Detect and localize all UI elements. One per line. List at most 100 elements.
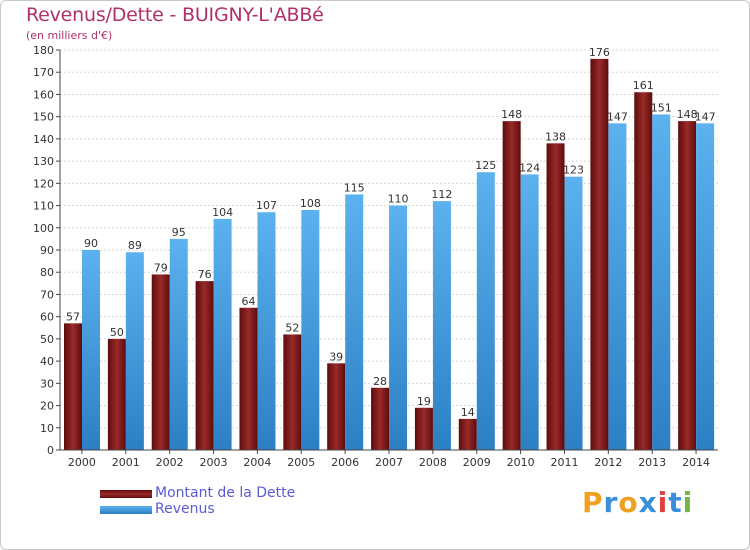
bar-debt (195, 281, 214, 450)
y-tick-label: 130 (33, 155, 54, 168)
bar-debt (502, 121, 521, 450)
data-label-revenus: 123 (563, 164, 584, 177)
x-tick-label: 2012 (594, 456, 622, 469)
bar-revenus (345, 194, 364, 450)
x-tick-label: 2011 (550, 456, 578, 469)
y-tick-label: 150 (33, 111, 54, 124)
data-label-revenus: 90 (84, 237, 98, 250)
chart-subtitle: (en milliers d'€) (26, 29, 113, 42)
logo-letter: i (682, 486, 694, 519)
data-label-revenus: 115 (344, 181, 365, 194)
data-label-revenus: 110 (388, 193, 409, 206)
x-tick-label: 2010 (507, 456, 535, 469)
data-label-debt: 64 (241, 295, 255, 308)
x-tick-label: 2013 (638, 456, 666, 469)
data-label-debt: 19 (417, 395, 431, 408)
bar-debt (151, 274, 170, 450)
bar-revenus (213, 218, 232, 450)
data-label-debt: 138 (545, 130, 566, 143)
bar-revenus (82, 250, 100, 450)
y-tick-label: 140 (33, 133, 54, 146)
data-label-revenus: 124 (519, 161, 540, 174)
bar-revenus (432, 201, 451, 450)
y-tick-label: 30 (40, 377, 54, 390)
y-tick-label: 180 (33, 44, 54, 57)
data-label-debt: 79 (154, 261, 168, 274)
x-tick-label: 2014 (682, 456, 710, 469)
data-label-debt: 161 (633, 79, 654, 92)
y-tick-label: 120 (33, 177, 54, 190)
bar-debt (107, 338, 126, 450)
y-tick-label: 70 (40, 288, 54, 301)
x-tick-label: 2001 (112, 456, 140, 469)
x-tick-label: 2004 (243, 456, 271, 469)
x-tick-label: 2008 (419, 456, 447, 469)
logo-letter: i (657, 486, 669, 519)
bar-revenus (608, 123, 627, 450)
y-tick-label: 10 (40, 422, 54, 435)
bar-revenus (301, 210, 320, 450)
bar-debt (327, 363, 346, 450)
y-tick-label: 0 (47, 444, 54, 457)
data-label-debt: 50 (110, 326, 124, 339)
bar-debt (414, 407, 433, 450)
y-tick-label: 20 (40, 400, 54, 413)
bar-debt (678, 121, 697, 450)
bar-debt (590, 58, 609, 451)
data-label-debt: 148 (677, 108, 698, 121)
y-tick-label: 170 (33, 66, 54, 79)
x-tick-label: 2007 (375, 456, 403, 469)
data-label-revenus: 89 (128, 239, 142, 252)
bar-debt (371, 387, 390, 450)
data-label-debt: 148 (501, 108, 522, 121)
data-label-revenus: 112 (431, 188, 452, 201)
data-label-debt: 76 (198, 268, 212, 281)
y-tick-label: 110 (33, 200, 54, 213)
data-label-revenus: 151 (651, 101, 672, 114)
bar-revenus (169, 238, 188, 450)
x-tick-label: 2005 (287, 456, 315, 469)
logo-letter: o (618, 486, 639, 519)
data-label-revenus: 95 (172, 226, 186, 239)
bar-revenus (476, 172, 495, 450)
bar-revenus (564, 176, 583, 450)
bar-debt (239, 307, 258, 450)
bar-revenus (520, 174, 539, 450)
bar-debt (546, 143, 565, 451)
y-tick-label: 160 (33, 88, 54, 101)
x-tick-label: 2006 (331, 456, 359, 469)
y-tick-label: 90 (40, 244, 54, 257)
legend-swatch-debt (100, 490, 152, 498)
data-label-debt: 28 (373, 375, 387, 388)
bar-debt (458, 418, 477, 450)
bar-revenus (389, 205, 408, 450)
data-label-debt: 57 (66, 310, 80, 323)
logo-letter: r (603, 486, 619, 519)
logo-letter: t (668, 486, 683, 519)
logo-letter: x (638, 486, 658, 519)
data-label-revenus: 107 (256, 199, 277, 212)
data-label-debt: 39 (329, 350, 343, 363)
bar-revenus (257, 212, 276, 450)
y-tick-label: 50 (40, 333, 54, 346)
bar-debt (64, 323, 82, 450)
x-tick-label: 2002 (156, 456, 184, 469)
legend-label-revenus: Revenus (155, 501, 215, 517)
bar-revenus (125, 252, 144, 450)
chart-title: Revenus/Dette - BUIGNY-L'ABBé (26, 4, 324, 26)
y-tick-label: 40 (40, 355, 54, 368)
legend-label-debt: Montant de la Dette (155, 485, 296, 501)
logo-letter: P (582, 486, 604, 519)
data-label-debt: 176 (589, 46, 610, 59)
data-label-revenus: 147 (695, 110, 716, 123)
bar-debt (634, 92, 653, 450)
x-tick-label: 2000 (68, 456, 96, 469)
data-label-revenus: 125 (475, 159, 496, 172)
y-tick-label: 100 (33, 222, 54, 235)
y-tick-label: 80 (40, 266, 54, 279)
data-label-revenus: 147 (607, 110, 628, 123)
legend-swatch-revenus (100, 506, 152, 514)
data-label-revenus: 108 (300, 197, 321, 210)
bar-revenus (696, 123, 715, 450)
